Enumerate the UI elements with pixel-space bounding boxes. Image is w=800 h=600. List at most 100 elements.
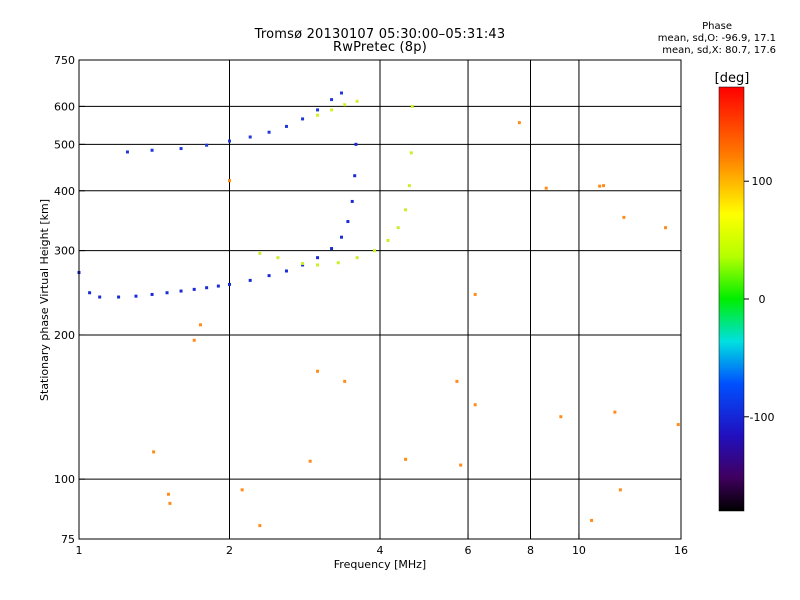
data-point	[590, 518, 594, 522]
data-point	[316, 256, 320, 260]
x-tick-label: 16	[674, 544, 688, 557]
data-point	[544, 186, 548, 190]
data-point	[134, 294, 138, 298]
data-point	[284, 269, 288, 273]
colorbar-tick-label: 100	[752, 175, 773, 188]
data-point	[355, 99, 359, 103]
data-point	[316, 263, 320, 267]
data-point	[301, 117, 305, 121]
data-point	[150, 292, 154, 296]
data-point	[346, 220, 350, 224]
x-tick-label: 4	[377, 544, 384, 557]
data-point	[168, 501, 172, 505]
data-point	[276, 256, 280, 260]
data-point	[613, 410, 617, 414]
data-point	[258, 251, 262, 255]
colorbar-tick-label: 0	[759, 293, 766, 306]
data-point	[330, 247, 334, 251]
data-point	[343, 103, 347, 107]
data-point	[355, 256, 359, 260]
data-point	[125, 150, 129, 154]
data-points	[77, 91, 680, 528]
data-point	[240, 488, 244, 492]
data-point	[284, 124, 288, 128]
data-point	[339, 91, 343, 95]
data-point	[343, 379, 347, 383]
data-point	[248, 278, 252, 282]
colorbar-ticks: 100 0 -100	[744, 175, 774, 424]
data-point	[150, 148, 154, 152]
data-point	[455, 379, 459, 383]
data-point	[409, 151, 413, 155]
axis-ticks: 1 2 4 6 8 10 16 75 100 200 300 400 500 600 750	[54, 54, 688, 557]
y-tick-label: 750	[54, 54, 75, 67]
phase-stats-x-mode: mean, sd,X: 80.7, 17.6	[662, 45, 776, 56]
x-tick-label: 6	[465, 544, 472, 557]
data-point	[228, 139, 231, 143]
colorbar-tick-label: -100	[750, 411, 775, 424]
data-point	[473, 292, 477, 296]
data-point	[404, 457, 408, 461]
data-point	[165, 291, 169, 295]
data-point	[602, 184, 606, 188]
data-point	[88, 291, 92, 295]
data-point	[676, 423, 680, 427]
y-tick-label: 300	[54, 245, 75, 258]
data-point	[339, 235, 343, 239]
data-point	[228, 282, 231, 286]
data-point	[308, 459, 312, 463]
y-tick-label: 100	[54, 473, 75, 486]
data-point	[117, 295, 121, 299]
data-point	[192, 287, 196, 291]
data-point	[316, 108, 320, 112]
colorbar	[718, 86, 745, 512]
data-point	[199, 323, 203, 327]
data-point	[316, 369, 320, 373]
data-point	[248, 135, 252, 139]
data-point	[598, 184, 602, 188]
data-point	[473, 403, 477, 407]
y-tick-label: 400	[54, 185, 75, 198]
phase-stats-o-mode: mean, sd,O: -96.9, 17.1	[657, 33, 776, 44]
data-point	[267, 274, 271, 278]
x-axis-label: Frequency [MHz]	[334, 558, 426, 571]
data-point	[373, 249, 377, 253]
data-point	[301, 261, 305, 265]
data-point	[459, 463, 463, 467]
data-point	[559, 415, 563, 419]
data-point	[179, 147, 183, 151]
data-point	[622, 215, 626, 219]
data-point	[353, 174, 357, 178]
data-point	[618, 488, 622, 492]
colorbar-label: [deg]	[715, 71, 750, 86]
data-point	[386, 238, 390, 242]
data-point	[410, 104, 414, 108]
data-point	[205, 286, 209, 290]
data-point	[98, 295, 102, 299]
data-point	[152, 450, 156, 454]
data-point	[228, 179, 231, 183]
data-point	[664, 226, 668, 230]
y-tick-label: 200	[54, 329, 75, 342]
grid-lines	[79, 60, 681, 539]
data-point	[407, 184, 411, 188]
data-point	[517, 121, 521, 125]
data-point	[166, 492, 170, 496]
data-point	[404, 208, 408, 212]
data-point	[336, 261, 340, 265]
y-tick-label: 75	[61, 533, 75, 546]
x-tick-label: 1	[76, 544, 83, 557]
chart-subtitle: RwPretec (8p)	[333, 40, 427, 55]
data-point	[396, 226, 400, 230]
data-point	[216, 284, 220, 288]
data-point	[330, 98, 334, 102]
data-point	[205, 143, 209, 147]
x-tick-label: 10	[572, 544, 586, 557]
phase-stats-title: Phase	[702, 21, 732, 32]
y-tick-label: 500	[54, 138, 75, 151]
y-axis-label: Stationary phase Virtual Height [km]	[38, 199, 51, 401]
chart-title: Tromsø 20130107 05:30:00–05:31:43	[254, 27, 506, 42]
data-point	[258, 524, 262, 528]
x-tick-label: 8	[527, 544, 534, 557]
y-tick-label: 600	[54, 100, 75, 113]
